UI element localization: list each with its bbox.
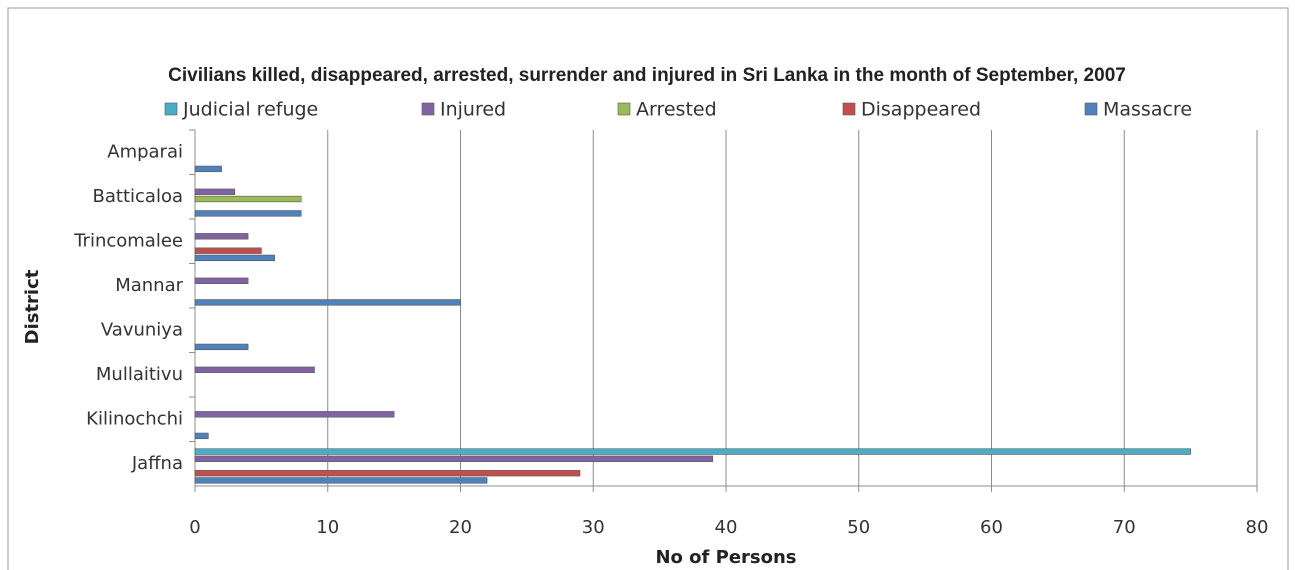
legend-label: Disappeared xyxy=(861,99,981,121)
y-tick-label: Mullaitivu xyxy=(96,364,183,385)
bar xyxy=(194,254,275,262)
x-tick-label: 20 xyxy=(449,517,472,538)
y-axis-title: District xyxy=(22,269,43,344)
bar xyxy=(194,165,222,173)
x-tick-label: 70 xyxy=(1113,517,1136,538)
bar xyxy=(194,277,249,284)
chart-title: Civilians killed, disappeared, arrested,… xyxy=(168,65,1126,86)
x-axis-title: No of Persons xyxy=(655,547,796,568)
chart-frame xyxy=(7,7,1289,570)
x-tick-label: 80 xyxy=(1246,517,1269,538)
bar xyxy=(194,477,488,484)
y-tick-label: Batticaloa xyxy=(93,186,183,207)
bar xyxy=(194,233,249,240)
x-tick-label: 10 xyxy=(316,517,339,538)
bar xyxy=(194,343,249,351)
x-tick-label: 50 xyxy=(847,517,870,538)
bar xyxy=(194,195,302,203)
y-tick-label: Jaffna xyxy=(131,453,183,474)
bar xyxy=(194,455,714,462)
legend-swatch xyxy=(421,102,435,116)
bar xyxy=(194,470,581,477)
legend-swatch xyxy=(842,102,856,116)
bar xyxy=(194,432,209,440)
bar xyxy=(194,411,395,418)
x-tick-label: 60 xyxy=(980,517,1003,538)
legend-swatch xyxy=(1084,102,1098,116)
bar xyxy=(194,247,262,254)
bar xyxy=(194,448,1191,455)
y-tick-label: Mannar xyxy=(115,275,183,296)
x-tick-label: 30 xyxy=(582,517,605,538)
legend-label: Injured xyxy=(440,99,506,121)
legend-label: Judicial refuge xyxy=(182,99,318,121)
legend-swatch xyxy=(617,102,631,116)
bar xyxy=(194,366,315,373)
bar xyxy=(194,210,302,217)
y-tick-label: Vavuniya xyxy=(101,319,183,340)
legend-label: Massacre xyxy=(1103,99,1192,121)
x-tick-label: 0 xyxy=(189,517,200,538)
legend-label: Arrested xyxy=(636,99,717,121)
bar xyxy=(194,299,461,306)
legend-swatch xyxy=(164,102,178,116)
bar xyxy=(194,188,236,195)
x-tick-label: 40 xyxy=(715,517,738,538)
y-tick-label: Amparai xyxy=(107,141,183,162)
y-tick-label: Trincomalee xyxy=(73,230,183,251)
y-tick-label: Kilinochchi xyxy=(86,408,183,429)
